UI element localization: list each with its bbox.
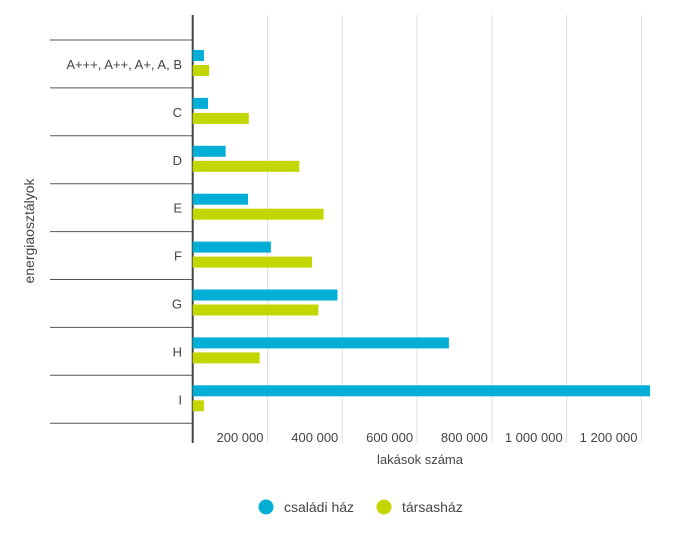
y-axis-label: energiaosztályok bbox=[21, 177, 37, 283]
category-label: I bbox=[178, 392, 182, 407]
bar-csaladi-haz bbox=[192, 97, 209, 109]
legend-label: családi ház bbox=[284, 499, 354, 515]
bar-csaladi-haz bbox=[192, 145, 226, 157]
legend-marker bbox=[258, 499, 274, 515]
bar-tarsashaz bbox=[192, 112, 249, 124]
bar-csaladi-haz bbox=[192, 50, 204, 61]
bar-tarsashaz bbox=[192, 208, 324, 220]
bar-csaladi-haz bbox=[192, 241, 271, 253]
x-tick-label: 800 000 bbox=[441, 430, 488, 445]
category-label: D bbox=[173, 153, 182, 168]
category-label: H bbox=[173, 344, 182, 359]
category-label: G bbox=[172, 296, 182, 311]
bar-tarsashaz bbox=[192, 352, 260, 364]
bar-csaladi-haz bbox=[192, 289, 338, 301]
category-label: F bbox=[174, 249, 182, 264]
legend-label: társasház bbox=[402, 499, 463, 515]
bar-tarsashaz bbox=[192, 304, 319, 316]
category-label: C bbox=[173, 105, 182, 120]
bar-tarsashaz bbox=[192, 400, 204, 412]
legend-marker bbox=[376, 499, 392, 515]
bar-tarsashaz bbox=[192, 65, 210, 76]
bar-tarsashaz bbox=[192, 256, 313, 268]
category-label: E bbox=[173, 201, 182, 216]
x-tick-label: 600 000 bbox=[366, 430, 413, 445]
bar-csaladi-haz bbox=[192, 193, 249, 205]
x-tick-label: 400 000 bbox=[291, 430, 338, 445]
bar-csaladi-haz bbox=[192, 337, 449, 349]
x-tick-label: 1 000 000 bbox=[505, 430, 563, 445]
x-tick-label: 1 200 000 bbox=[580, 430, 638, 445]
bar-tarsashaz bbox=[192, 160, 300, 172]
x-axis-label: lakások száma bbox=[377, 452, 464, 467]
x-tick-label: 200 000 bbox=[217, 430, 264, 445]
category-label: A+++, A++, A+, A, B bbox=[66, 57, 182, 72]
bar-csaladi-haz bbox=[192, 385, 651, 397]
